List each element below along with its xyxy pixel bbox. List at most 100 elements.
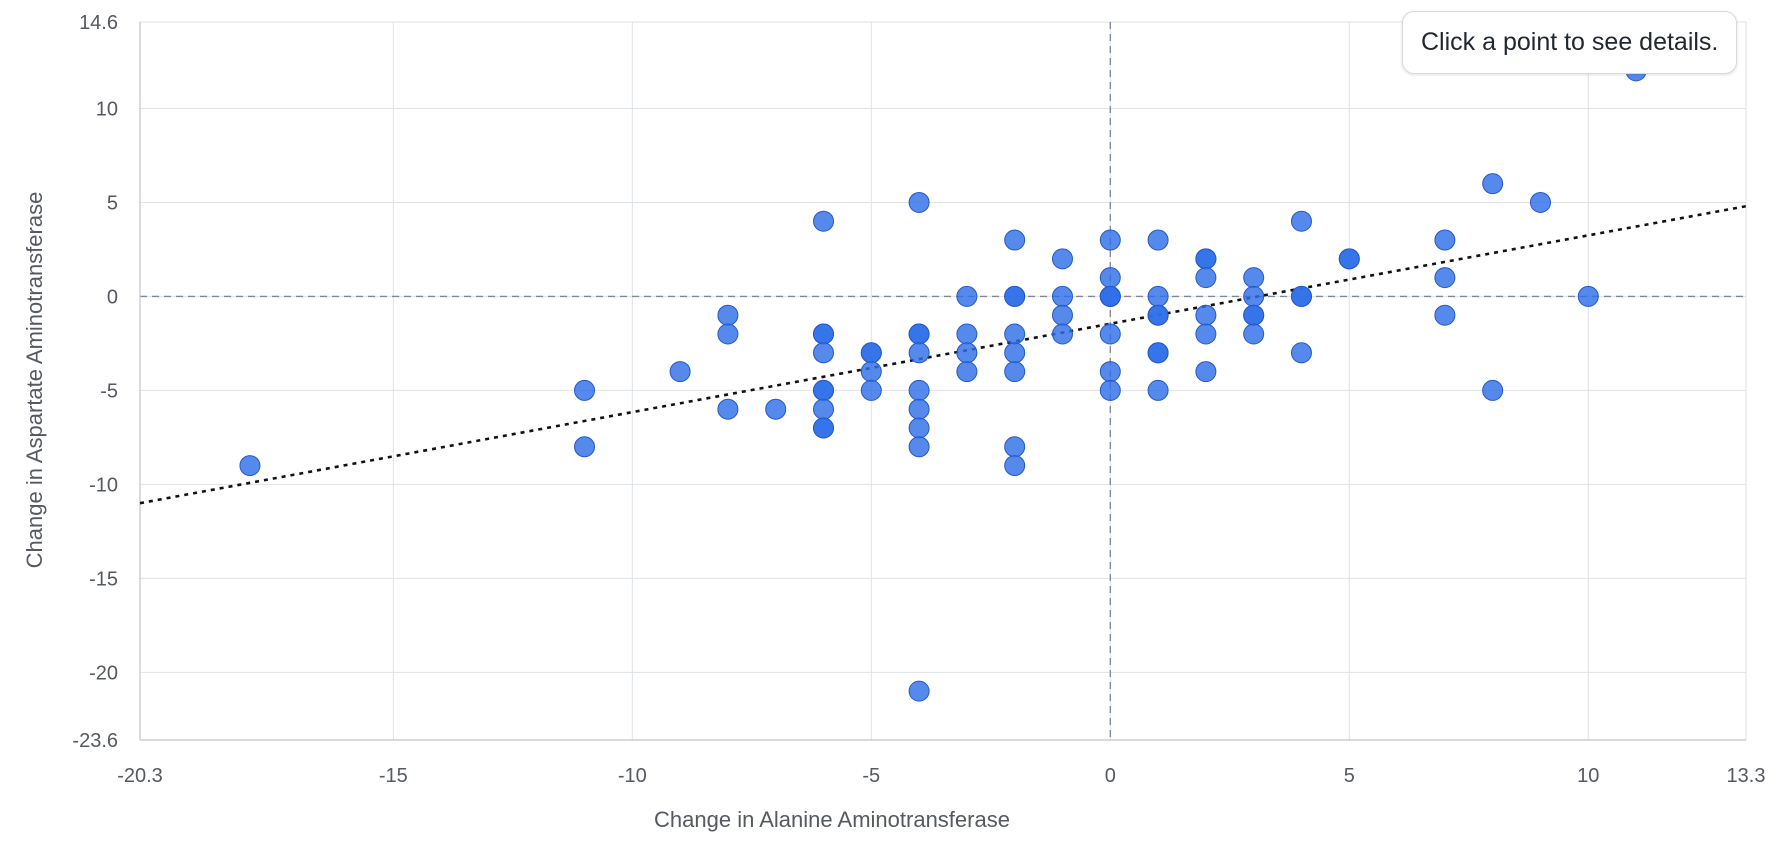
data-point[interactable] bbox=[1099, 229, 1121, 251]
data-point[interactable] bbox=[574, 436, 596, 458]
data-point[interactable] bbox=[1482, 379, 1504, 401]
y-tick-label: -10 bbox=[89, 474, 118, 496]
data-point[interactable] bbox=[908, 379, 930, 401]
data-point[interactable] bbox=[908, 680, 930, 702]
data-point[interactable] bbox=[1051, 248, 1073, 270]
y-tick-label: 14.6 bbox=[79, 12, 118, 34]
y-tick-label: -20 bbox=[89, 662, 118, 684]
grid-lines bbox=[139, 21, 1747, 741]
data-point[interactable] bbox=[1147, 342, 1169, 364]
data-point[interactable] bbox=[1434, 229, 1456, 251]
y-axis-title: Change in Aspartate Aminotransferase bbox=[22, 192, 47, 569]
data-point[interactable] bbox=[1004, 361, 1026, 383]
data-point[interactable] bbox=[1243, 323, 1265, 345]
data-point[interactable] bbox=[1482, 173, 1504, 195]
data-point[interactable] bbox=[813, 323, 835, 345]
data-point[interactable] bbox=[813, 417, 835, 439]
data-point[interactable] bbox=[1529, 191, 1551, 213]
data-point[interactable] bbox=[1290, 342, 1312, 364]
data-point[interactable] bbox=[1099, 379, 1121, 401]
data-point[interactable] bbox=[813, 342, 835, 364]
tooltip-hint: Click a point to see details. bbox=[1402, 11, 1738, 74]
data-point[interactable] bbox=[908, 436, 930, 458]
data-point[interactable] bbox=[860, 342, 882, 364]
data-point[interactable] bbox=[717, 398, 739, 420]
data-point[interactable] bbox=[717, 304, 739, 326]
data-point[interactable] bbox=[669, 361, 691, 383]
x-tick-label: 5 bbox=[1344, 765, 1355, 787]
data-point[interactable] bbox=[1004, 436, 1026, 458]
data-point[interactable] bbox=[1147, 285, 1169, 307]
data-point[interactable] bbox=[1147, 379, 1169, 401]
data-point[interactable] bbox=[908, 417, 930, 439]
trend-line-group bbox=[139, 204, 1747, 505]
x-tick-label: -15 bbox=[379, 765, 408, 787]
data-point[interactable] bbox=[1338, 248, 1360, 270]
data-point[interactable] bbox=[1099, 323, 1121, 345]
data-point[interactable] bbox=[1243, 285, 1265, 307]
data-point[interactable] bbox=[860, 379, 882, 401]
data-point[interactable] bbox=[908, 342, 930, 364]
data-point[interactable] bbox=[813, 210, 835, 232]
data-point[interactable] bbox=[1147, 229, 1169, 251]
data-point[interactable] bbox=[1004, 323, 1026, 345]
y-tick-label: 5 bbox=[107, 192, 118, 214]
data-point[interactable] bbox=[1004, 455, 1026, 477]
data-point[interactable] bbox=[1051, 323, 1073, 345]
data-point[interactable] bbox=[1195, 323, 1217, 345]
x-tick-label: 13.3 bbox=[1727, 765, 1766, 787]
x-axis-title: Change in Alanine Aminotransferase bbox=[654, 807, 1010, 832]
data-point[interactable] bbox=[908, 398, 930, 420]
y-tick-label: -5 bbox=[100, 380, 118, 402]
axes bbox=[139, 22, 1746, 741]
data-point[interactable] bbox=[1051, 285, 1073, 307]
data-point[interactable] bbox=[1004, 285, 1026, 307]
x-tick-label: -10 bbox=[618, 765, 647, 787]
zero-lines bbox=[140, 22, 1746, 740]
data-point[interactable] bbox=[1195, 248, 1217, 270]
trend-line bbox=[139, 204, 1747, 505]
y-tick-label: 0 bbox=[107, 286, 118, 308]
y-tick-label: 10 bbox=[96, 98, 118, 120]
data-point[interactable] bbox=[1290, 210, 1312, 232]
x-tick-label: -20.3 bbox=[117, 765, 163, 787]
data-point[interactable] bbox=[956, 342, 978, 364]
data-point[interactable] bbox=[1051, 304, 1073, 326]
data-point[interactable] bbox=[1290, 285, 1312, 307]
x-tick-label: 10 bbox=[1577, 765, 1599, 787]
data-point[interactable] bbox=[1147, 304, 1169, 326]
y-tick-labels: -23.6 -20 -15 -10 -5 0 5 10 14.6 bbox=[72, 12, 118, 752]
data-point[interactable] bbox=[765, 398, 787, 420]
data-point[interactable] bbox=[717, 323, 739, 345]
data-point[interactable] bbox=[1195, 304, 1217, 326]
data-point[interactable] bbox=[1099, 267, 1121, 289]
data-point[interactable] bbox=[956, 323, 978, 345]
data-point[interactable] bbox=[1099, 361, 1121, 383]
data-point[interactable] bbox=[1243, 267, 1265, 289]
data-point[interactable] bbox=[239, 455, 261, 477]
data-point[interactable] bbox=[813, 379, 835, 401]
data-point[interactable] bbox=[813, 398, 835, 420]
x-tick-label: 0 bbox=[1105, 765, 1116, 787]
y-tick-label: -15 bbox=[89, 568, 118, 590]
data-point[interactable] bbox=[1195, 267, 1217, 289]
data-point[interactable] bbox=[574, 379, 596, 401]
y-tick-label: -23.6 bbox=[72, 730, 118, 752]
data-points[interactable] bbox=[239, 60, 1647, 702]
data-point[interactable] bbox=[1434, 304, 1456, 326]
data-point[interactable] bbox=[1004, 342, 1026, 364]
data-point[interactable] bbox=[1195, 361, 1217, 383]
data-point[interactable] bbox=[1434, 267, 1456, 289]
data-point[interactable] bbox=[956, 285, 978, 307]
data-point[interactable] bbox=[956, 361, 978, 383]
data-point[interactable] bbox=[1243, 304, 1265, 326]
data-point[interactable] bbox=[1099, 285, 1121, 307]
data-point[interactable] bbox=[908, 323, 930, 345]
data-point[interactable] bbox=[908, 191, 930, 213]
data-point[interactable] bbox=[1004, 229, 1026, 251]
data-point[interactable] bbox=[1577, 285, 1599, 307]
x-tick-label: -5 bbox=[862, 765, 880, 787]
x-tick-labels: -20.3 -15 -10 -5 0 5 10 13.3 bbox=[117, 765, 1765, 787]
data-point[interactable] bbox=[860, 361, 882, 383]
